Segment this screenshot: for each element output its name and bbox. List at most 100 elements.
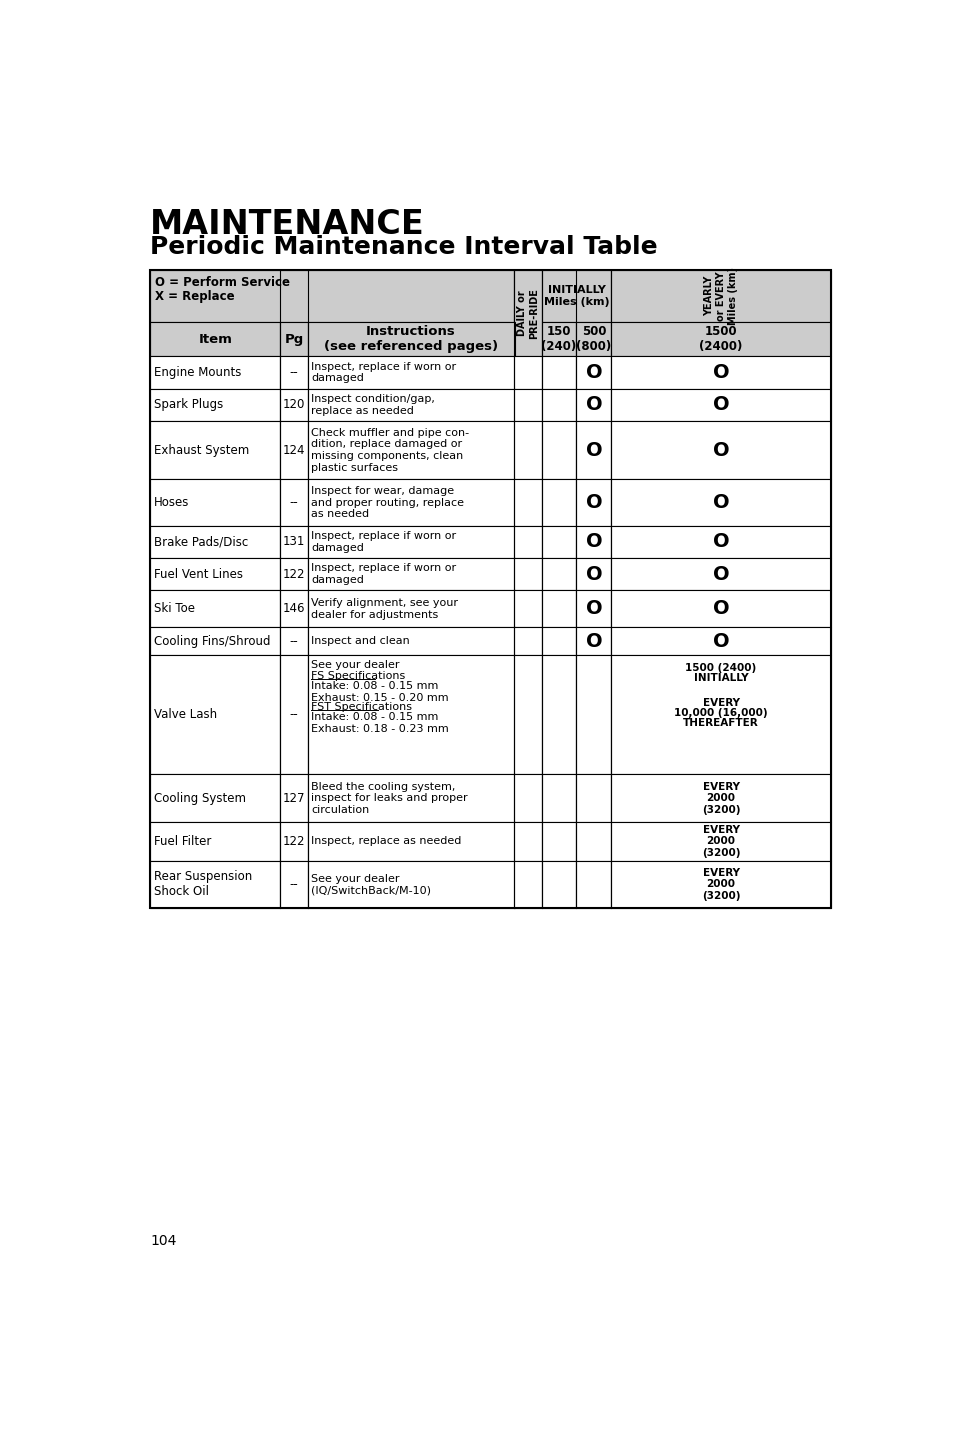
Text: O = Perform Service: O = Perform Service <box>154 276 290 289</box>
Bar <box>576 654 611 775</box>
Bar <box>514 590 541 627</box>
Text: O: O <box>585 395 601 414</box>
Bar <box>541 861 576 909</box>
Text: See your dealer
(IQ/SwitchBack/M-10): See your dealer (IQ/SwitchBack/M-10) <box>311 874 431 896</box>
Bar <box>280 590 307 627</box>
Bar <box>576 388 611 420</box>
Text: Inspect, replace as needed: Inspect, replace as needed <box>311 836 461 846</box>
Bar <box>150 558 280 590</box>
Bar <box>280 356 307 388</box>
Text: Inspect and clean: Inspect and clean <box>311 635 410 646</box>
Bar <box>576 775 611 822</box>
Bar <box>150 590 280 627</box>
Text: 500
(800): 500 (800) <box>576 326 611 353</box>
Text: O: O <box>712 631 729 650</box>
Bar <box>514 627 541 654</box>
Text: 127: 127 <box>282 791 305 804</box>
Bar <box>514 525 541 558</box>
Bar <box>541 590 576 627</box>
Bar <box>611 420 830 480</box>
Bar <box>541 525 576 558</box>
Bar <box>150 627 280 654</box>
Bar <box>576 420 611 480</box>
Text: Hoses: Hoses <box>154 496 190 509</box>
Bar <box>150 388 280 420</box>
Bar <box>611 627 830 654</box>
Text: THEREAFTER: THEREAFTER <box>682 718 759 728</box>
Bar <box>541 388 576 420</box>
Bar <box>150 654 280 775</box>
Text: O: O <box>712 364 729 382</box>
Bar <box>150 525 280 558</box>
Bar <box>307 420 514 480</box>
Text: Cooling System: Cooling System <box>154 791 246 804</box>
Bar <box>514 775 541 822</box>
Bar <box>576 525 611 558</box>
Text: O: O <box>712 441 729 459</box>
Text: X = Replace: X = Replace <box>154 289 234 302</box>
Text: --: -- <box>290 366 298 379</box>
Bar <box>514 822 541 861</box>
Bar <box>611 861 830 909</box>
Bar <box>611 775 830 822</box>
Bar <box>280 525 307 558</box>
Text: Brake Pads/Disc: Brake Pads/Disc <box>154 535 248 548</box>
Text: --: -- <box>290 496 298 509</box>
Bar <box>280 480 307 525</box>
Text: Fuel Vent Lines: Fuel Vent Lines <box>154 567 243 580</box>
Bar <box>514 356 541 388</box>
Text: Intake: 0.08 - 0.15 mm
Exhaust: 0.18 - 0.23 mm: Intake: 0.08 - 0.15 mm Exhaust: 0.18 - 0… <box>311 712 449 734</box>
Text: Ski Toe: Ski Toe <box>154 602 195 615</box>
Bar <box>514 558 541 590</box>
Bar <box>150 356 280 388</box>
Text: 104: 104 <box>150 1234 176 1248</box>
Bar <box>576 822 611 861</box>
Bar <box>307 480 514 525</box>
Text: --: -- <box>290 634 298 647</box>
Text: EVERY
2000
(3200): EVERY 2000 (3200) <box>701 782 740 814</box>
Text: 146: 146 <box>282 602 305 615</box>
Text: O: O <box>585 493 601 512</box>
Bar <box>307 388 514 420</box>
Text: Inspect condition/gap,
replace as needed: Inspect condition/gap, replace as needed <box>311 394 435 416</box>
Text: 1500 (2400): 1500 (2400) <box>684 663 756 673</box>
Text: O: O <box>585 564 601 583</box>
Text: O: O <box>585 599 601 618</box>
Text: MAINTENANCE: MAINTENANCE <box>150 208 424 241</box>
Bar <box>541 558 576 590</box>
Bar <box>541 775 576 822</box>
Bar <box>280 420 307 480</box>
Text: 124: 124 <box>282 443 305 457</box>
Bar <box>150 323 280 356</box>
Bar <box>307 356 514 388</box>
Bar <box>514 388 541 420</box>
Bar <box>611 525 830 558</box>
Text: Cooling Fins/Shroud: Cooling Fins/Shroud <box>154 634 271 647</box>
Bar <box>280 558 307 590</box>
Bar <box>514 480 541 525</box>
Text: Verify alignment, see your
dealer for adjustments: Verify alignment, see your dealer for ad… <box>311 598 458 619</box>
Bar <box>611 480 830 525</box>
Bar <box>576 861 611 909</box>
Text: Inspect, replace if worn or
damaged: Inspect, replace if worn or damaged <box>311 563 456 585</box>
Bar <box>307 590 514 627</box>
Text: O: O <box>712 564 729 583</box>
Text: Rear Suspension
Shock Oil: Rear Suspension Shock Oil <box>154 871 253 899</box>
Bar <box>280 861 307 909</box>
Bar <box>280 654 307 775</box>
Text: EVERY
2000
(3200): EVERY 2000 (3200) <box>701 868 740 901</box>
Bar <box>611 388 830 420</box>
Bar <box>514 654 541 775</box>
Text: Bleed the cooling system,
inspect for leaks and proper
circulation: Bleed the cooling system, inspect for le… <box>311 782 468 814</box>
Bar <box>541 480 576 525</box>
Text: Intake: 0.08 - 0.15 mm
Exhaust: 0.15 - 0.20 mm: Intake: 0.08 - 0.15 mm Exhaust: 0.15 - 0… <box>311 680 449 702</box>
Bar <box>307 558 514 590</box>
Text: O: O <box>585 532 601 551</box>
Text: 122: 122 <box>282 835 305 848</box>
Text: O: O <box>712 532 729 551</box>
Text: 131: 131 <box>282 535 305 548</box>
Text: Instructions
(see referenced pages): Instructions (see referenced pages) <box>324 326 497 353</box>
Bar <box>280 822 307 861</box>
Text: INITIALLY: INITIALLY <box>693 673 747 683</box>
Bar <box>150 861 280 909</box>
